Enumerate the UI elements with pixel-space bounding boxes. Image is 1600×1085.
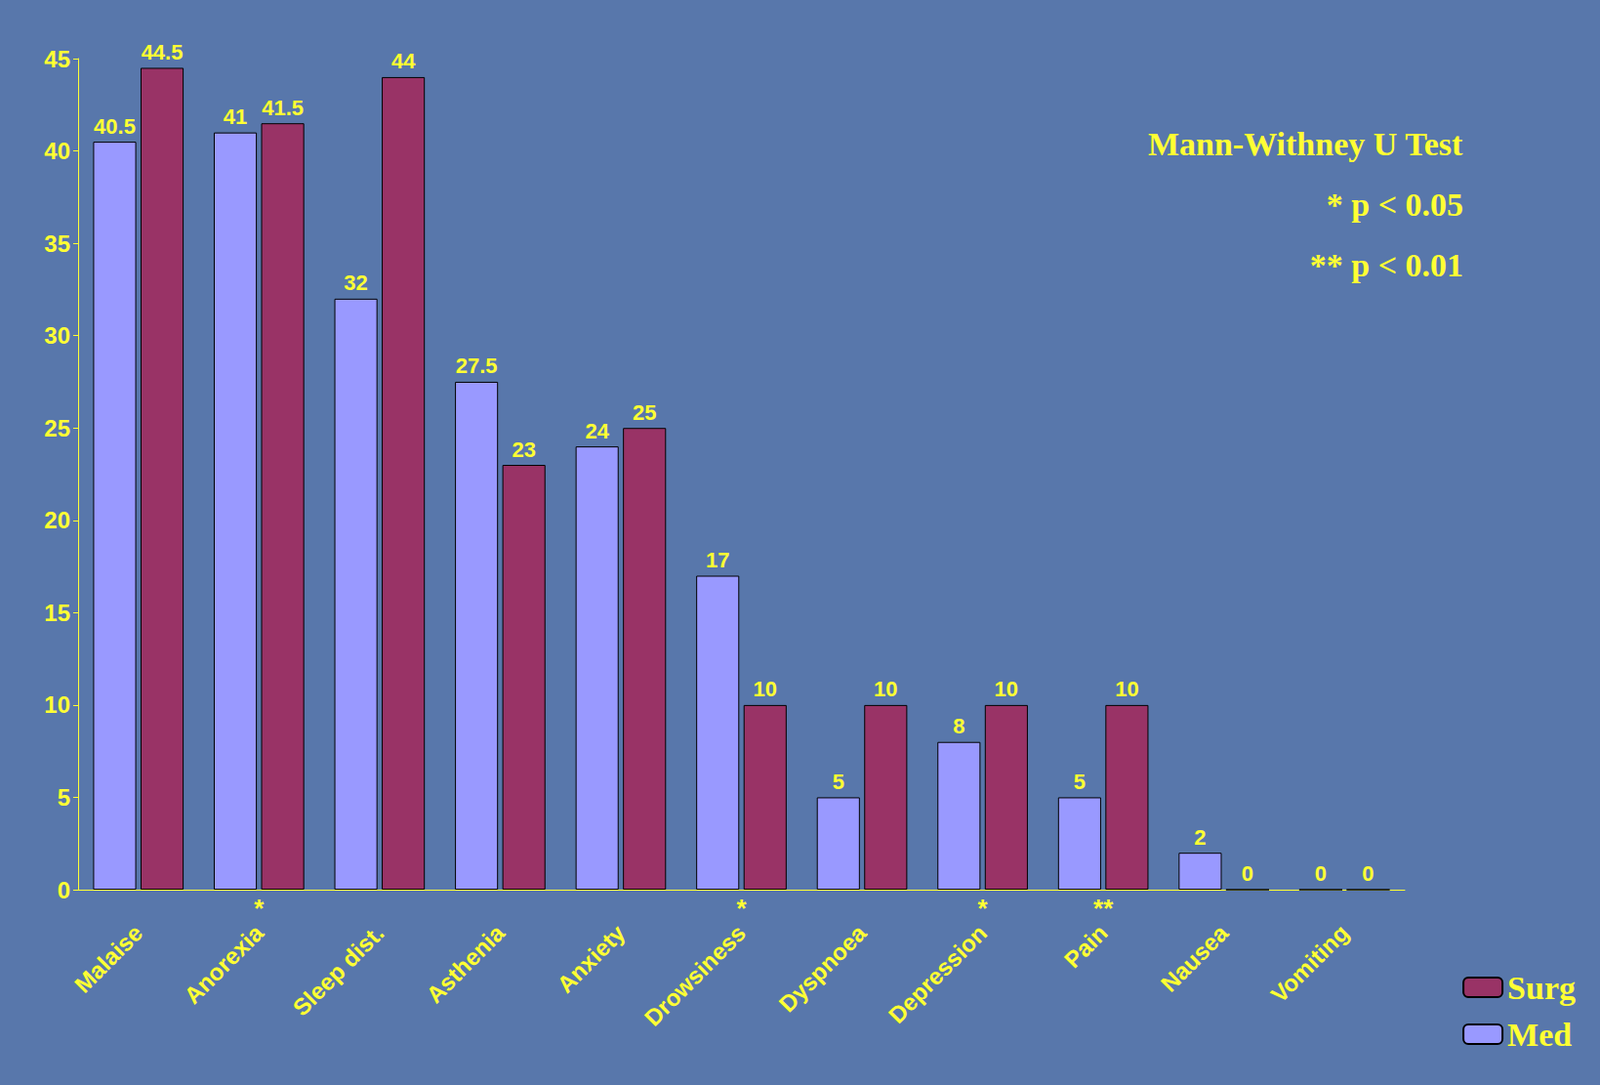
svg-text:Drowsiness: Drowsiness bbox=[639, 918, 751, 1030]
svg-text:5: 5 bbox=[1073, 769, 1086, 794]
svg-text:17: 17 bbox=[705, 547, 730, 573]
svg-text:24: 24 bbox=[584, 418, 610, 444]
svg-text:20: 20 bbox=[43, 506, 71, 534]
svg-text:Anxiety: Anxiety bbox=[551, 918, 631, 998]
svg-text:40.5: 40.5 bbox=[93, 114, 136, 139]
svg-text:25: 25 bbox=[43, 414, 71, 442]
svg-text:*: * bbox=[736, 893, 747, 923]
svg-text:* p < 0.05: * p < 0.05 bbox=[1326, 186, 1464, 223]
svg-text:10: 10 bbox=[994, 676, 1019, 701]
svg-text:30: 30 bbox=[43, 322, 71, 349]
svg-text:8: 8 bbox=[952, 713, 965, 739]
svg-text:0: 0 bbox=[1241, 861, 1254, 886]
svg-text:10: 10 bbox=[873, 676, 898, 701]
svg-text:45: 45 bbox=[43, 45, 71, 73]
svg-text:Depression: Depression bbox=[883, 918, 992, 1027]
svg-text:2: 2 bbox=[1193, 824, 1206, 850]
svg-text:Anorexia: Anorexia bbox=[178, 918, 269, 1009]
svg-text:**: ** bbox=[1093, 893, 1114, 923]
svg-text:Dyspnoea: Dyspnoea bbox=[773, 918, 872, 1018]
svg-text:27.5: 27.5 bbox=[455, 353, 498, 378]
svg-text:40: 40 bbox=[43, 137, 71, 165]
svg-text:Med: Med bbox=[1507, 1016, 1572, 1053]
svg-text:0: 0 bbox=[57, 876, 71, 903]
svg-text:35: 35 bbox=[43, 230, 71, 257]
svg-text:5: 5 bbox=[57, 783, 71, 811]
svg-text:Asthenia: Asthenia bbox=[420, 918, 510, 1008]
svg-text:*: * bbox=[978, 893, 989, 923]
svg-text:10: 10 bbox=[43, 691, 71, 718]
svg-text:Malaise: Malaise bbox=[69, 918, 148, 997]
svg-text:*: * bbox=[253, 893, 265, 923]
svg-text:15: 15 bbox=[43, 599, 71, 626]
svg-text:Mann-Withney U Test: Mann-Withney U Test bbox=[1148, 125, 1464, 163]
svg-text:Pain: Pain bbox=[1059, 918, 1113, 973]
svg-text:10: 10 bbox=[753, 676, 778, 701]
svg-text:** p < 0.01: ** p < 0.01 bbox=[1310, 246, 1464, 284]
svg-text:41.5: 41.5 bbox=[261, 95, 304, 121]
svg-text:32: 32 bbox=[343, 270, 368, 295]
svg-text:0: 0 bbox=[1361, 861, 1374, 886]
svg-text:23: 23 bbox=[511, 437, 535, 462]
svg-text:Surg: Surg bbox=[1507, 969, 1576, 1006]
svg-text:10: 10 bbox=[1114, 676, 1139, 701]
svg-text:Nausea: Nausea bbox=[1155, 918, 1234, 997]
svg-text:44.5: 44.5 bbox=[141, 40, 184, 65]
svg-text:0: 0 bbox=[1314, 861, 1327, 886]
svg-text:25: 25 bbox=[632, 400, 657, 425]
svg-text:5: 5 bbox=[832, 769, 845, 794]
svg-text:41: 41 bbox=[223, 104, 247, 129]
svg-text:44: 44 bbox=[391, 48, 416, 74]
svg-text:Vomiting: Vomiting bbox=[1265, 918, 1354, 1007]
svg-text:Sleep dist.: Sleep dist. bbox=[287, 918, 389, 1021]
